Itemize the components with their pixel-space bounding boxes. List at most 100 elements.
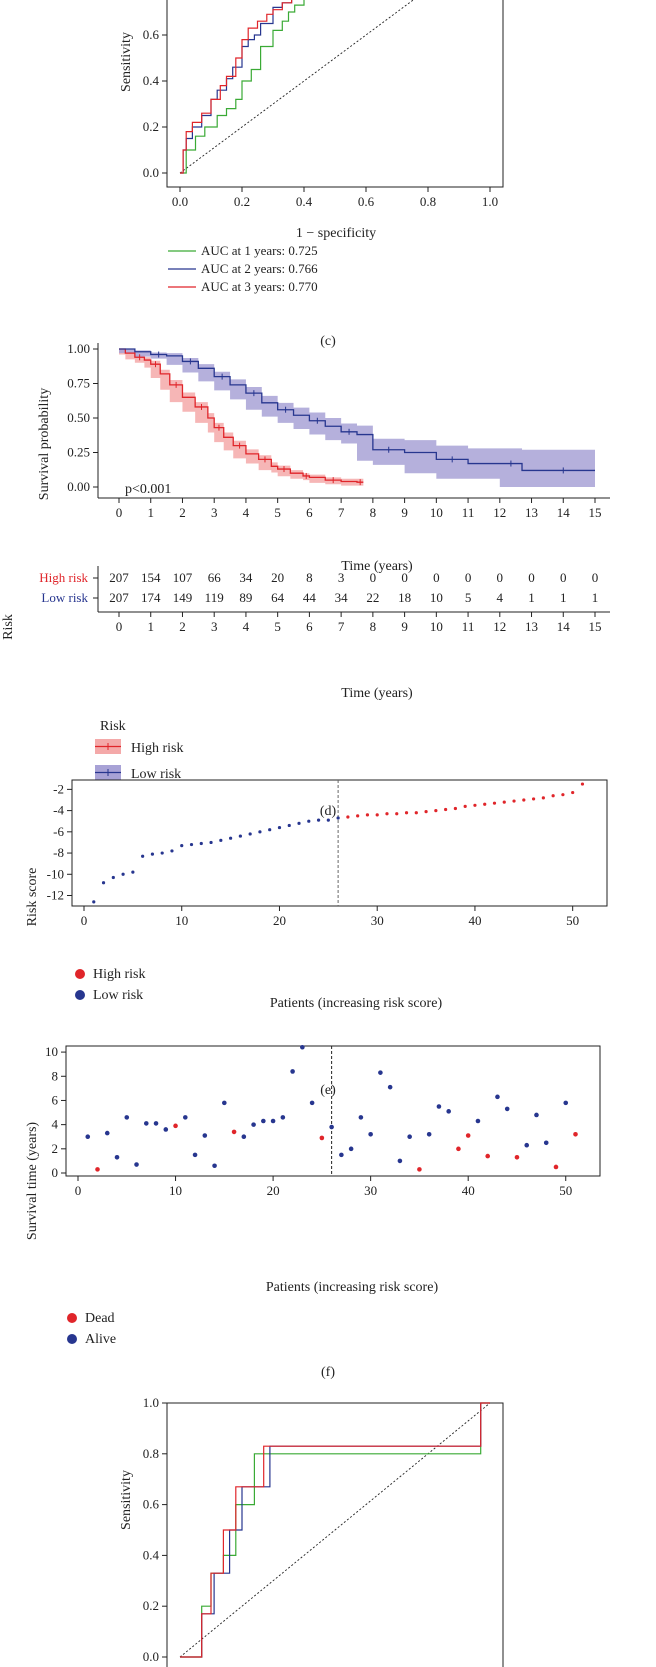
panel-f-point-dead [417,1167,422,1172]
panel-e-ytick-label: -10 [47,866,64,881]
panel-c-ylabel: Sensitivity [119,32,134,92]
panel-e-point [502,800,506,804]
panel-e-point [268,828,272,832]
risk-table-xlabel: Time (years) [341,686,413,701]
panel-f-legend-label: Alive [85,1332,116,1347]
risk-table-cell: 174 [141,590,161,605]
risk-table-cell: 154 [141,570,161,585]
panel-f-point-dead [173,1123,178,1129]
risk-table-xtick-label: 5 [274,619,281,634]
panel-e-point [492,801,497,805]
panel-g-ytick-label: 1.0 [143,1395,159,1410]
panel-f-point-alive [143,1121,149,1126]
panel-c-roc-line-3 [180,0,293,174]
panel-f-ylabel: Survival time (years) [25,1122,40,1241]
panel-e: Risk score 0 10 20 30 40 50 -12 -10 -8 -6 -4 -2 Pat… [25,779,608,1098]
risk-table-cell: 0 [560,570,567,585]
panel-e-point [307,819,311,823]
panel-e-point [277,825,282,830]
panel-e-frame [71,779,608,907]
panel-e-point [180,844,184,848]
panel-c-caption: (c) [320,334,336,349]
risk-table-cell: 1 [592,590,599,605]
risk-table-cell: 0 [401,570,408,585]
panel-c-legend-label: AUC at 1 years: 0.725 [201,243,318,258]
panel-e-point [444,807,448,812]
panel-d-xlabel: Time (years) [341,559,413,574]
panel-f-caption: (f) [321,1365,335,1380]
panel-e-ytick-label: -8 [53,845,64,860]
panel-f-point-alive [329,1124,334,1130]
risk-table-xtick-label: 11 [462,619,475,634]
panel-d-band-high [119,349,364,486]
panel-d-xtick-label: 10 [430,505,443,520]
risk-table-cell: 22 [366,590,379,605]
panel-d-xtick-label: 9 [401,505,408,520]
panel-g-ytick-label: 0.4 [143,1547,160,1562]
risk-table-cell: 66 [208,570,222,585]
panel-f-point-alive [134,1162,139,1167]
panel-g-roc-line-red [180,1402,490,1658]
panel-f-point-alive [309,1100,315,1106]
panel-c-xtick-label: 0.4 [296,194,313,209]
panel-e-point [150,852,155,856]
panel-d-legend-label: High risk [131,741,184,756]
panel-e-point [541,796,545,800]
panel-f-point-alive [114,1154,120,1160]
panel-c-plot-area: 0.0 0.2 0.4 0.6 0.8 1.0 0.0 0.2 0.4 0.6 [143,0,504,209]
panel-e-ylabel: Risk score [25,868,40,927]
risk-table-cell: 207 [109,570,129,585]
panel-e-xtick-label: 10 [175,913,188,928]
panel-e-point [395,812,399,816]
panel-d-xtick-label: 1 [147,505,154,520]
panel-c-diagonal [179,0,414,174]
panel-e-point [580,782,585,786]
risk-table-cell: 107 [173,570,193,585]
panel-d-caption: (d) [320,804,337,819]
panel-c-xtick-label: 1.0 [482,194,498,209]
risk-table-cell: 3 [338,570,345,585]
panel-e-xtick-label: 50 [566,913,579,928]
panel-c-ytick-label: 0.6 [143,27,160,42]
panel-c-ytick-label: 0.2 [143,119,159,134]
panel-e-point [424,810,428,814]
panel-f-point-alive [202,1133,208,1138]
panel-d-xtick-label: 5 [274,505,281,520]
panel-f-point-alive [563,1100,569,1106]
risk-table-xtick-label: 14 [557,619,571,634]
panel-d-xtick-label: 12 [493,505,506,520]
panel-d-curve-high [119,348,364,483]
panel-e-point [336,816,340,820]
panel-d-xtick-label: 14 [557,505,571,520]
panel-e-point [209,840,213,845]
risk-table-xtick-label: 4 [243,619,250,634]
panel-d-legend: High risk Low risk [95,739,184,782]
panel-d-curve-low [119,348,595,472]
panel-e-point [571,790,575,795]
panel-d-band-low [119,349,595,487]
panel-d-legend-label: Low risk [131,767,181,782]
panel-g-ytick-label: 0.6 [143,1497,160,1512]
panel-f-point-dead [514,1154,520,1160]
panel-f-xtick-label: 40 [462,1183,475,1198]
panel-g-diagonal [179,1402,491,1658]
panel-f-point-alive [280,1115,286,1120]
panel-f-ytick-label: 10 [45,1044,58,1059]
panel-f-point-alive [290,1069,295,1074]
panel-e-legend-label: Low risk [93,988,143,1003]
panel-f-legend-dot [67,1334,77,1344]
panel-g-roc-line-green [180,1402,490,1658]
risk-table-cell: 10 [430,590,443,605]
panel-e-point [531,797,536,801]
risk-table-cell: 207 [109,590,129,605]
panel-e-point [229,836,233,840]
risk-table-xtick-label: 10 [430,619,443,634]
panel-d-ytick-label: 0.50 [67,410,90,425]
panel-c-legend: AUC at 1 years: 0.725 AUC at 2 years: 0.7… [168,243,318,294]
panel-e-point [287,823,291,828]
panel-c-ytick-label: 0.4 [143,73,160,88]
risk-table-cell: 64 [271,590,285,605]
panel-f-point-dead [553,1164,559,1170]
panel-e-plot-area: 0 10 20 30 40 50 -12 -10 -8 -6 -4 -2 [47,779,608,928]
panel-c-legend-label: AUC at 2 years: 0.766 [201,261,318,276]
